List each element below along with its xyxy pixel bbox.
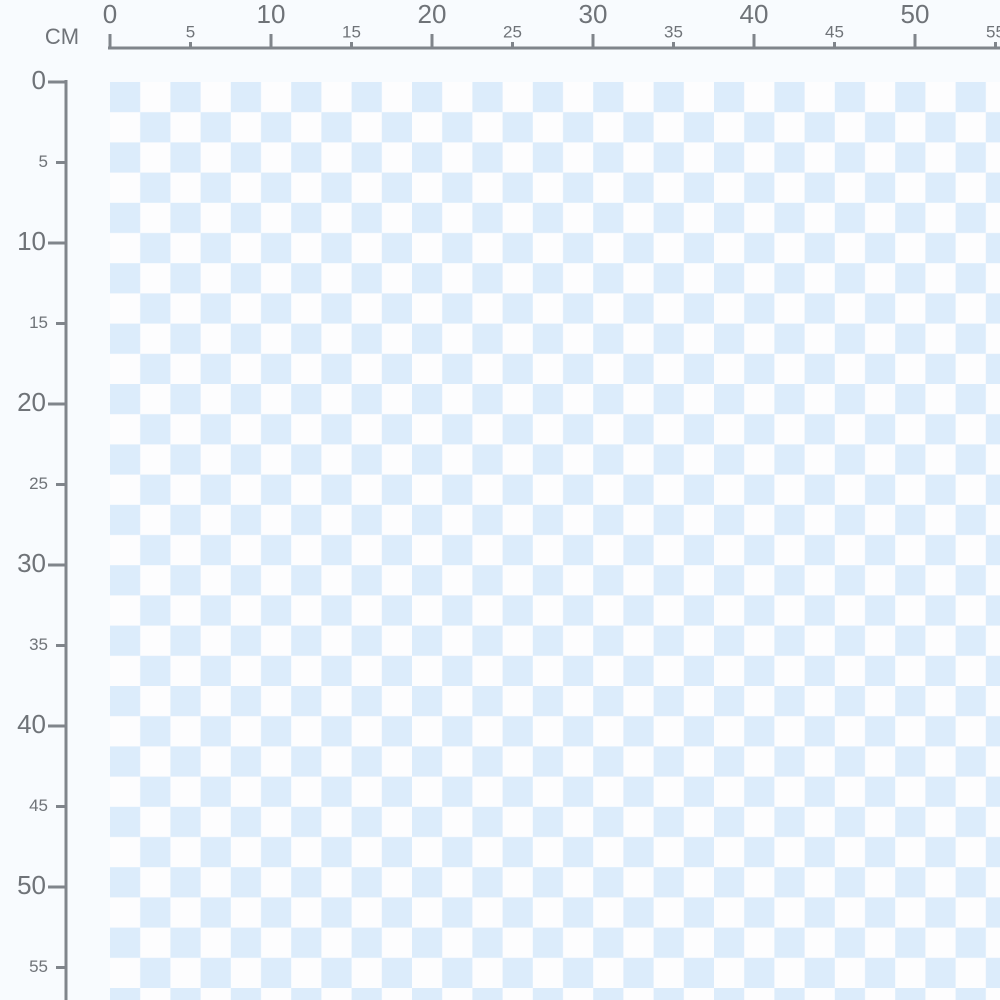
left-ruler-label: 45 — [29, 796, 48, 815]
top-ruler-label: 0 — [103, 0, 117, 29]
left-ruler-label: 5 — [39, 152, 48, 171]
left-ruler-label: 25 — [29, 474, 48, 493]
left-ruler-label: 40 — [17, 709, 46, 739]
top-ruler-label: 55 — [986, 22, 1000, 41]
left-ruler-label: 0 — [32, 65, 46, 95]
top-ruler-label: 10 — [257, 0, 286, 29]
left-ruler-label: 15 — [29, 313, 48, 332]
top-ruler-label: 35 — [664, 22, 683, 41]
top-ruler-label: 50 — [901, 0, 930, 29]
top-ruler-label: 45 — [825, 22, 844, 41]
left-ruler-label: 30 — [17, 548, 46, 578]
left-ruler-label: 10 — [17, 226, 46, 256]
left-ruler-label: 50 — [17, 870, 46, 900]
left-ruler-label: 20 — [17, 387, 46, 417]
rulers: 0 5 10 15 20 25 30 35 40 45 50 55 0 5 10 15 20 25 30 35 40 45… — [17, 0, 1000, 976]
top-ruler-label: 25 — [503, 22, 522, 41]
left-ruler-label: 55 — [29, 957, 48, 976]
fabric-checkerboard — [110, 82, 1000, 1000]
top-ruler-label: 20 — [418, 0, 447, 29]
left-ruler-label: 35 — [29, 635, 48, 654]
top-ruler-label: 5 — [186, 22, 195, 41]
unit-label: CM — [45, 24, 79, 49]
top-ruler-label: 15 — [342, 22, 361, 41]
top-ruler-label: 30 — [579, 0, 608, 29]
top-ruler-label: 40 — [740, 0, 769, 29]
